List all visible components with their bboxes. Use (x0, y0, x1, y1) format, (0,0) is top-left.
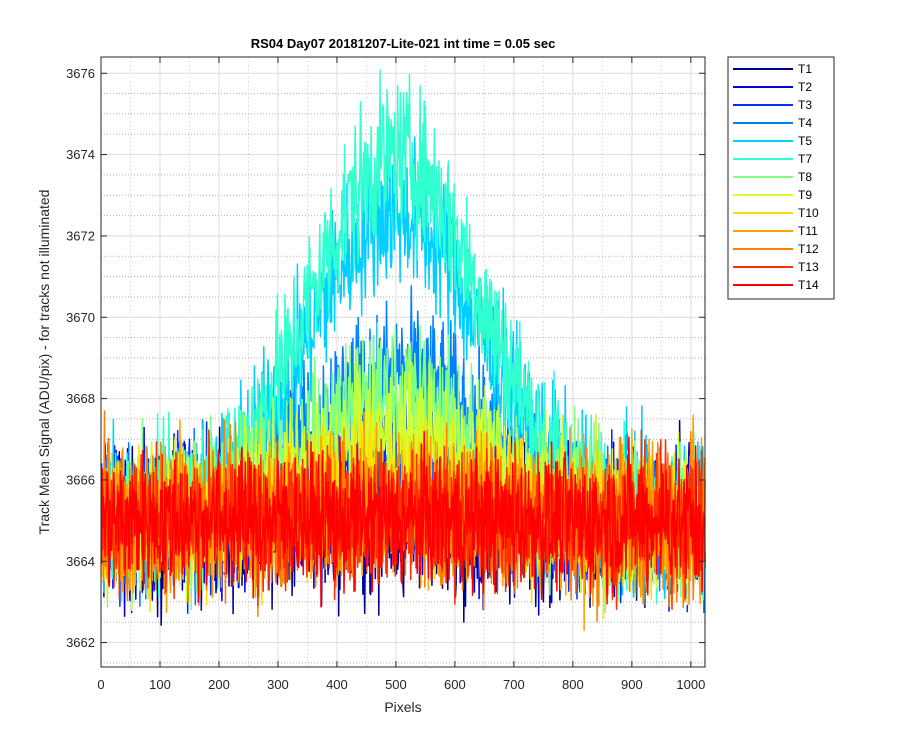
x-axis-label: Pixels (384, 699, 421, 715)
x-tick-label: 200 (208, 677, 230, 692)
x-tick-label: 600 (444, 677, 466, 692)
x-tick-label: 500 (385, 677, 407, 692)
legend: T1 T2 T3 T4 T5 T7 T8 T9 T10 T11 T12 T13 T14 (727, 56, 835, 300)
x-tick-label: 400 (326, 677, 348, 692)
x-tick-label: 0 (97, 677, 104, 692)
series-line-t14 (100, 430, 706, 608)
legend-label-t11: T11 (798, 224, 818, 238)
y-tick-label: 3670 (66, 310, 95, 325)
y-tick-label: 3666 (66, 472, 95, 487)
legend-label-t2: T2 (798, 80, 812, 94)
y-tick-label: 3674 (66, 147, 95, 162)
x-tick-label: 700 (503, 677, 525, 692)
plot-frame (100, 56, 706, 668)
x-tick-label: 300 (267, 677, 289, 692)
legend-label-t12: T12 (798, 242, 819, 256)
legend-label-t3: T3 (798, 98, 812, 112)
y-tick-label: 3676 (66, 66, 95, 81)
legend-label-t5: T5 (798, 134, 812, 148)
axis-ticks: 0 100 200 300 400 500 600 700 800 900 1000 3662 3664… (66, 57, 705, 692)
legend-label-t13: T13 (798, 260, 819, 274)
x-tick-label: 800 (562, 677, 584, 692)
legend-label-t7: T7 (798, 152, 812, 166)
legend-label-t8: T8 (798, 170, 812, 184)
x-tick-label: 100 (149, 677, 171, 692)
x-tick-label: 1000 (676, 677, 705, 692)
y-tick-label: 3672 (66, 228, 95, 243)
y-axis-label: Track Mean Signal (ADU/pix) - for tracks… (36, 190, 52, 535)
legend-label-t4: T4 (798, 116, 812, 130)
legend-label-t10: T10 (798, 206, 819, 220)
y-tick-label: 3664 (66, 554, 95, 569)
chart-title: RS04 Day07 20181207-Lite-021 int time = … (251, 36, 556, 51)
y-tick-label: 3668 (66, 391, 95, 406)
x-tick-label: 900 (621, 677, 643, 692)
legend-label-t9: T9 (798, 188, 812, 202)
legend-label-t14: T14 (798, 278, 819, 292)
y-tick-label: 3662 (66, 635, 95, 650)
series-line-t7 (100, 69, 706, 605)
legend-label-t1: T1 (798, 62, 812, 76)
series-lines (100, 69, 706, 632)
